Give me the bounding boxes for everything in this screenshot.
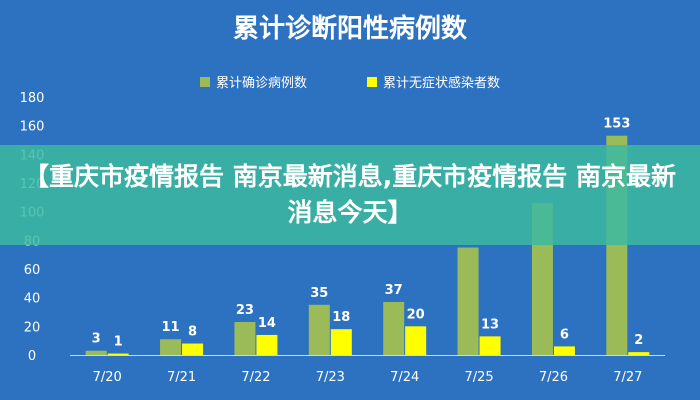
bar-confirmed [308,304,330,355]
data-label-asymptomatic: 2 [634,333,643,348]
bar-asymptomatic [330,329,352,355]
legend-item-asymptomatic: 累计无症状感染者数 [367,72,500,91]
y-tick-label: 160 [20,120,45,135]
data-label-asymptomatic: 14 [258,316,276,331]
y-tick-label: 40 [24,292,41,307]
legend-item-confirmed: 累计确诊病例数 [199,72,307,91]
data-label-confirmed: 37 [385,283,403,298]
headline-banner: 【重庆市疫情报告 南京最新消息,重庆市疫情报告 南京最新消息今天】 [0,145,700,245]
legend-label-asymptomatic: 累计无症状感染者数 [383,76,501,91]
x-tick-label: 7/24 [390,370,419,385]
headline-banner-text: 【重庆市疫情报告 南京最新消息,重庆市疫情报告 南京最新消息今天】 [24,162,676,227]
y-tick-label: 180 [20,91,45,106]
y-tick-label: 0 [28,349,36,364]
bar-asymptomatic [256,334,278,355]
data-label-confirmed: 23 [236,303,254,318]
x-tick-label: 7/21 [167,370,196,385]
chart-title: 累计诊断阳性病例数 [232,14,467,44]
bar-confirmed [234,322,256,355]
x-tick-label: 7/25 [464,370,493,385]
x-tick-label: 7/20 [93,370,122,385]
x-tick-label: 7/27 [613,370,642,385]
data-label-asymptomatic: 18 [332,310,350,325]
legend-swatch-confirmed [199,76,210,87]
bar-asymptomatic [107,353,129,355]
x-tick-label: 7/26 [539,370,568,385]
data-label-asymptomatic: 1 [114,335,123,350]
bar-asymptomatic [628,352,650,355]
bar-asymptomatic [479,336,501,355]
legend-label-confirmed: 累计确诊病例数 [215,76,307,91]
bar-confirmed [85,350,107,355]
data-label-asymptomatic: 6 [560,327,569,342]
y-tick-label: 60 [24,263,41,278]
bar-confirmed [160,339,182,355]
data-label-asymptomatic: 8 [188,325,197,340]
legend-swatch-asymptomatic [367,76,377,87]
data-label-confirmed: 153 [603,117,630,132]
legend: 累计确诊病例数 累计无症状感染者数 [0,72,700,91]
bar-confirmed [457,247,479,355]
x-tick-label: 7/22 [241,370,270,385]
data-label-confirmed: 35 [310,286,328,301]
bar-asymptomatic [553,346,575,355]
data-label-confirmed: 3 [92,332,101,347]
bar-confirmed [383,301,405,355]
y-tick-label: 20 [24,320,41,335]
data-label-asymptomatic: 20 [407,307,425,322]
bar-asymptomatic [405,326,427,355]
x-tick-label: 7/23 [316,370,345,385]
data-label-asymptomatic: 13 [481,317,499,332]
data-label-confirmed: 11 [162,320,180,335]
bar-asymptomatic [182,343,204,355]
